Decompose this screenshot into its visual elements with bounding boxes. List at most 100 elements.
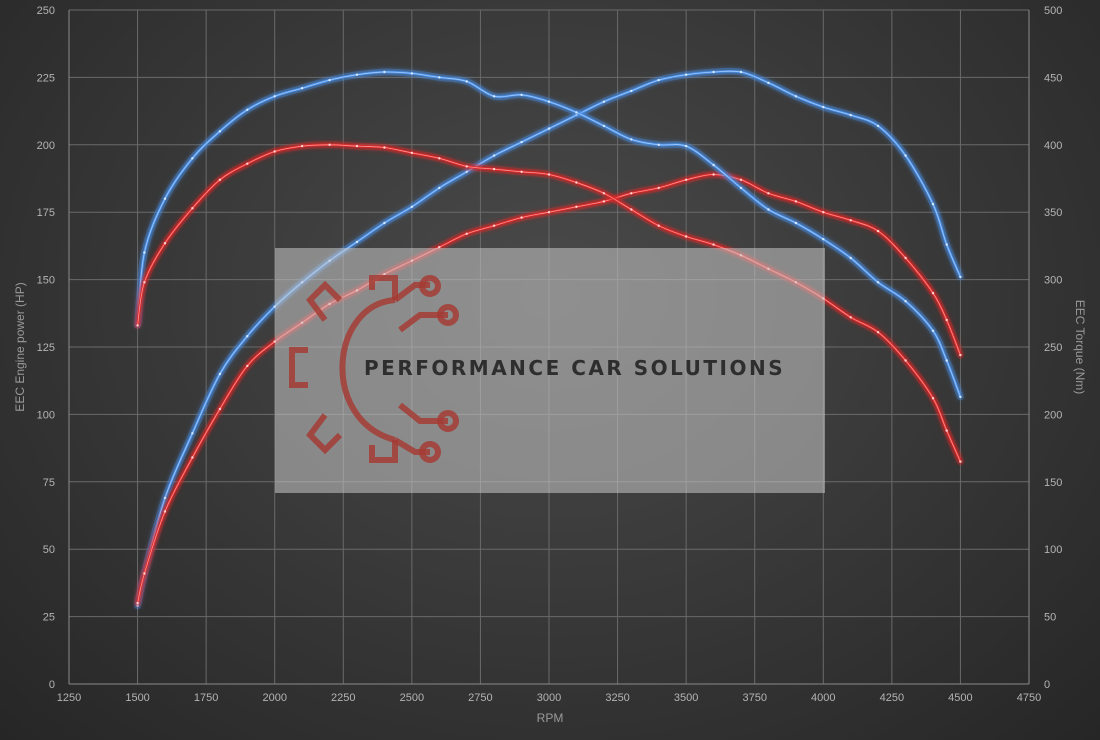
series-point [684,178,688,181]
series-point [575,205,578,208]
series-point [849,256,852,260]
series-point [136,324,139,327]
series-point [465,232,468,235]
series-point [218,130,222,133]
series-point [410,205,414,208]
x-tick-label: 4750 [1017,692,1041,704]
series-point [438,246,441,249]
series-point [465,165,468,168]
series-point [684,144,688,148]
series-1-left-axis [134,67,964,610]
series-point [410,72,414,75]
y-left-tick-label: 100 [37,409,55,421]
series-point [163,510,167,513]
series-point [492,167,496,171]
series-point [602,192,606,195]
y-right-tick-label: 350 [1044,207,1062,219]
y-right-tick-label: 450 [1044,72,1062,84]
series-point [945,243,948,246]
series-point [739,70,743,74]
series-point [246,335,249,338]
series-point [218,178,222,181]
series-point [959,275,962,279]
y-right-tick-label: 100 [1044,544,1062,556]
series-point [794,221,798,225]
series-point [438,76,441,79]
watermark-panel [275,248,825,493]
x-tick-label: 3750 [742,692,766,704]
series-point [630,192,633,195]
series-point [547,173,551,176]
series-point [575,111,578,114]
series-point [465,170,468,173]
x-tick-label: 4250 [880,692,904,704]
series-point [575,113,578,117]
x-tick-label: 1250 [57,692,81,704]
series-point [218,407,222,411]
series-point [191,157,194,160]
series-point [630,89,633,93]
x-tick-label: 1500 [125,692,149,704]
x-tick-label: 3000 [537,692,561,704]
series-point [767,81,770,85]
series-point [931,329,935,332]
series-point [959,395,962,399]
y-left-tick-label: 50 [43,544,55,556]
series-point [931,202,935,206]
series-point [191,456,194,459]
x-tick-label: 3250 [605,692,629,704]
y-axis-right-title: EEC Torque (Nm) [1073,300,1087,394]
series-point [492,154,496,157]
series-point [520,216,523,219]
series-point [300,144,304,148]
series-point [492,224,496,227]
watermark: PERFORMANCE CAR SOLUTIONS [275,248,825,493]
series-point [547,100,551,103]
series-point [712,163,715,167]
series-point [945,359,948,362]
series-point [520,170,523,173]
y-right-tick-label: 400 [1044,140,1062,152]
series-point [904,359,907,362]
y-left-tick-label: 225 [37,72,55,84]
series-point [355,240,359,244]
y-right-tick-label: 50 [1044,612,1056,624]
gridlines [68,9,1030,685]
series-point [547,211,551,214]
series-point [657,143,660,146]
series-point [602,100,606,103]
x-axis-title: RPM [537,711,564,725]
series-point [300,87,304,90]
x-tick-label: 4000 [811,692,835,704]
series-point [355,144,359,148]
watermark-text: PERFORMANCE CAR SOLUTIONS [364,356,785,380]
series-point [602,200,606,203]
series-point [876,281,880,284]
series-point [849,219,852,222]
y-left-tick-label: 125 [37,342,55,354]
series-4-right-axis [134,141,964,466]
series-point [410,151,414,155]
series-point [904,256,907,260]
series-point [794,200,798,203]
y-left-tick-label: 150 [37,275,55,287]
series-point [355,73,359,76]
series-3-right-axis [134,68,964,401]
series-point [328,143,331,146]
y-left-tick-label: 250 [37,5,55,17]
series-point [739,186,743,190]
series-point [794,95,798,98]
series-point [945,318,948,322]
series-point [246,108,249,112]
y-right-tick-label: 500 [1044,5,1062,17]
series-point [876,331,880,334]
series-point [143,572,146,575]
series-point [438,186,441,190]
series-point [246,162,249,165]
y-left-tick-label: 200 [37,140,55,152]
series-point [822,105,825,109]
x-tick-label: 2000 [262,692,286,704]
series-point [630,208,633,211]
series-point [328,78,331,82]
series-2-left-axis [134,171,964,607]
